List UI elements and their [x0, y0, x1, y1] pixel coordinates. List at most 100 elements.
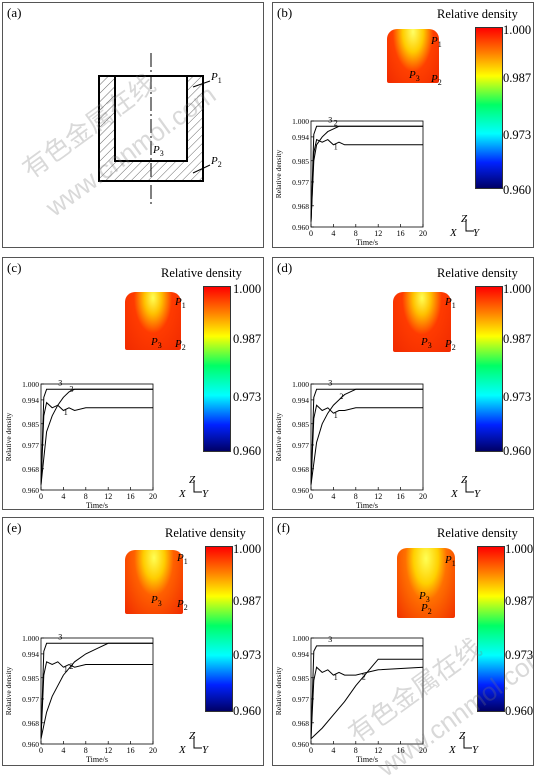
- y-tick-label: 0.985: [22, 674, 39, 683]
- y-tick-label: 0.960: [22, 486, 39, 495]
- scale-tick: 0.960: [503, 444, 532, 458]
- y-tick-label: 0.985: [22, 420, 39, 429]
- series-line-1: [310, 666, 424, 739]
- y-tick-label: 0.977: [292, 695, 309, 704]
- series-line-3: [310, 645, 423, 739]
- scale-tick: 0.987: [233, 594, 262, 608]
- scale-tick: 0.973: [503, 128, 532, 142]
- series-label: 3: [328, 378, 332, 387]
- panel-c: (c) Relative density 1.000 0.987 0.973 0…: [2, 257, 264, 510]
- scale-tick: 1.000: [233, 542, 262, 556]
- series-label: 2: [362, 673, 366, 682]
- axis-z-label: Z: [189, 474, 196, 486]
- panel-label: (d): [277, 260, 293, 275]
- x-axis-label: Time/s: [356, 238, 378, 245]
- y-tick-label: 0.985: [292, 674, 309, 683]
- y-axis-label: Relative density: [274, 149, 283, 198]
- scale-tick: 0.960: [503, 183, 532, 197]
- legend-title: Relative density: [165, 526, 246, 540]
- axis-x-label: X: [449, 744, 456, 756]
- series-line-3: [40, 388, 153, 485]
- point-p2-label: P2: [445, 338, 456, 353]
- series-line-1: [40, 401, 153, 485]
- point-p3-label: P3: [151, 594, 162, 609]
- axis-x-label: X: [450, 227, 457, 239]
- legend-title: Relative density: [437, 266, 518, 280]
- y-tick-label: 0.960: [22, 740, 39, 749]
- y-tick-label: 0.960: [292, 223, 309, 232]
- density-curve-chart: 0 4 8 12 16 201.0000.9940.9850.9770.9680.960T…: [274, 634, 427, 762]
- x-axis-label: Time/s: [86, 755, 108, 762]
- scale-tick: 0.987: [233, 332, 262, 346]
- y-tick-label: 0.977: [292, 178, 309, 187]
- point-p2-label: P2: [175, 338, 186, 353]
- series-line-1: [310, 404, 423, 485]
- y-tick-label: 1.000: [292, 634, 309, 643]
- series-label: 1: [334, 143, 338, 152]
- scale-tick: 0.973: [233, 648, 262, 662]
- scale-tick: 0.960: [233, 704, 262, 718]
- series-line-1: [40, 661, 153, 739]
- axis-y-label: Y: [202, 488, 209, 500]
- point-p2-label: P2: [211, 155, 222, 170]
- y-tick-label: 0.968: [292, 465, 309, 474]
- point-p3-label: P3: [419, 590, 430, 605]
- series-line-3: [310, 125, 423, 222]
- x-tick-label: 8: [354, 229, 358, 238]
- density-curve-chart: 0 4 8 12 16 201.0000.9940.9850.9770.9680.960T…: [274, 115, 427, 245]
- x-tick-label: 0: [309, 229, 313, 238]
- x-tick-label: 20: [149, 746, 157, 755]
- y-tick-label: 0.994: [22, 650, 39, 659]
- x-tick-label: 12: [104, 492, 112, 501]
- density-contour: [387, 29, 439, 83]
- point-p3-label: P3: [421, 336, 432, 351]
- axis-triad-icon: [463, 736, 472, 749]
- hatched-wall: [99, 76, 203, 181]
- series-line-1: [310, 138, 423, 222]
- x-tick-label: 4: [61, 746, 65, 755]
- y-tick-label: 1.000: [292, 117, 309, 126]
- y-axis-label: Relative density: [274, 666, 283, 715]
- scale-tick: 1.000: [503, 282, 532, 296]
- color-scale-bar: [475, 27, 503, 189]
- x-tick-label: 0: [39, 492, 43, 501]
- y-tick-label: 0.994: [292, 133, 309, 142]
- y-axis-label: Relative density: [4, 666, 13, 715]
- point-p1-label: P1: [175, 296, 186, 311]
- legend-title: Relative density: [161, 266, 242, 280]
- point-p3-label: P3: [153, 144, 164, 159]
- x-tick-label: 4: [331, 746, 335, 755]
- y-tick-label: 0.968: [292, 202, 309, 211]
- panel-d: (d) Relative density 1.000 0.987 0.973 0…: [272, 257, 534, 510]
- panel-b: (b) Relative density 1.000 0.987 0.973 0…: [272, 2, 534, 248]
- scale-tick: 1.000: [505, 542, 534, 556]
- scale-tick: 0.987: [503, 332, 532, 346]
- panel-a: (a) P1 P2 P3: [2, 2, 264, 248]
- scale-tick: 0.973: [505, 648, 534, 662]
- panel-e: (e) Relative density 1.000 0.987 0.973 0…: [2, 517, 264, 766]
- scale-tick: 0.973: [503, 390, 532, 404]
- x-tick-label: 4: [331, 492, 335, 501]
- x-tick-label: 20: [419, 492, 427, 501]
- x-tick-label: 8: [354, 746, 358, 755]
- series-line-3: [310, 388, 423, 485]
- series-label: 3: [328, 635, 332, 644]
- x-tick-label: 16: [127, 492, 135, 501]
- series-line-3: [40, 642, 153, 739]
- series-label: 1: [334, 673, 338, 682]
- point-p1-label: P1: [445, 296, 456, 311]
- x-tick-label: 16: [397, 229, 405, 238]
- x-tick-label: 20: [149, 492, 157, 501]
- y-tick-label: 0.968: [292, 719, 309, 728]
- y-tick-label: 1.000: [22, 380, 39, 389]
- x-tick-label: 12: [374, 229, 382, 238]
- density-contour: [393, 292, 451, 352]
- x-tick-label: 16: [397, 492, 405, 501]
- scale-tick: 0.987: [503, 71, 532, 85]
- x-tick-label: 0: [309, 746, 313, 755]
- density-contour: [125, 292, 181, 350]
- axis-x-label: X: [179, 488, 186, 500]
- panel-label: (e): [7, 520, 22, 535]
- x-axis-label: Time/s: [86, 501, 108, 508]
- point-p3-label: P3: [151, 336, 162, 351]
